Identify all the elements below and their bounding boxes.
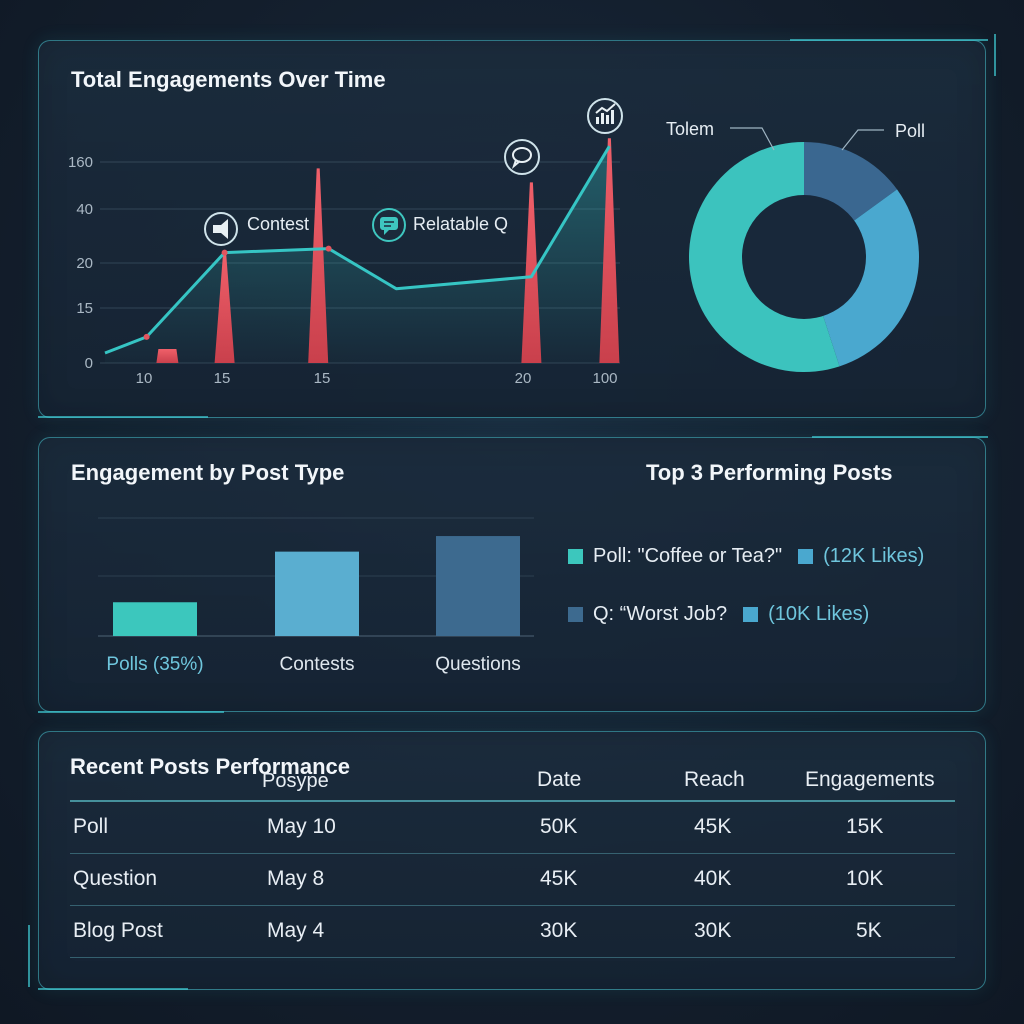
table-cell: 5K xyxy=(856,919,882,942)
relatable-annotation: Relatable Q xyxy=(372,208,508,242)
top-post-label: Poll: "Coffee or Tea?" xyxy=(593,545,783,567)
top-post-likes: (12K Likes) xyxy=(823,545,925,567)
engagement-spike xyxy=(599,138,620,363)
top-post-item-2: Q: “Worst Job? (10K Likes) xyxy=(568,603,869,626)
recent-posts-panel xyxy=(38,731,986,990)
engagements-title: Total Engagements Over Time xyxy=(71,67,386,92)
table-cell: 10K xyxy=(846,867,884,890)
engagement-spike xyxy=(214,252,235,363)
bar-category-label: Questions xyxy=(435,654,521,675)
growth-annotation xyxy=(587,98,623,134)
line-point xyxy=(325,245,332,252)
bar xyxy=(275,551,359,636)
tolem-leader-line xyxy=(730,127,775,151)
bar-category-label: Polls (35%) xyxy=(106,654,203,675)
growth-chart-icon xyxy=(587,98,623,134)
legend-swatch-blue xyxy=(743,607,759,622)
recent-posts-title: Recent Posts Performance xyxy=(70,754,350,779)
legend-swatch-teal xyxy=(568,549,583,564)
table-row-divider xyxy=(70,905,955,906)
donut-label-tolem: Tolem xyxy=(666,119,714,139)
x-tick-label: 20 xyxy=(515,370,532,387)
panel-edge-highlight xyxy=(994,34,996,76)
table-cell: May 8 xyxy=(267,867,325,890)
panel-edge-highlight xyxy=(28,925,30,987)
panel-edge-highlight xyxy=(38,988,188,990)
bar-category-label: Contests xyxy=(280,654,355,675)
poll-leader-line xyxy=(841,129,884,151)
speech-annotation xyxy=(504,139,540,175)
donut-chart: Tolem Poll xyxy=(666,119,925,373)
table-header-divider xyxy=(70,800,955,802)
x-tick-label: 100 xyxy=(592,370,617,387)
line-point xyxy=(143,333,150,340)
contest-annotation: Contest xyxy=(204,212,309,246)
table-row-divider xyxy=(70,853,955,854)
table-cell: Blog Post xyxy=(73,919,163,942)
table-cell: 30K xyxy=(540,919,578,942)
line-chart: 0 15 20 40 160 10 15 15 20 100 Contest Relatable… xyxy=(68,98,623,387)
bar xyxy=(113,602,197,636)
line-area-fill xyxy=(105,146,610,363)
table-header-posttype: Posype xyxy=(262,770,329,792)
x-tick-label: 10 xyxy=(136,370,153,387)
table-cell: Poll xyxy=(73,815,109,838)
legend-swatch-blue xyxy=(798,549,814,564)
table-header-date: Date xyxy=(537,768,582,791)
engagement-spike xyxy=(521,182,542,363)
y-tick-label: 40 xyxy=(76,201,93,218)
bar xyxy=(436,536,520,636)
table-cell: May 10 xyxy=(267,815,336,838)
line-point xyxy=(221,249,228,256)
y-tick-label: 160 xyxy=(68,154,93,171)
panel-edge-highlight xyxy=(812,436,988,438)
panel-edge-highlight xyxy=(38,416,208,418)
x-tick-label: 15 xyxy=(214,370,231,387)
engagement-spike xyxy=(308,168,329,363)
table-header-engagements: Engagements xyxy=(805,768,935,791)
donut-hole xyxy=(742,195,866,319)
top-post-label: Q: “Worst Job? xyxy=(593,603,728,625)
table-row-divider xyxy=(70,957,955,958)
x-tick-label: 15 xyxy=(314,370,331,387)
relatable-label: Relatable Q xyxy=(413,214,508,234)
top-post-item-1: Poll: "Coffee or Tea?" (12K Likes) xyxy=(568,545,924,568)
y-tick-label: 15 xyxy=(76,300,93,317)
post-type-title: Engagement by Post Type xyxy=(71,460,345,485)
table-cell: May 4 xyxy=(267,919,325,942)
panel-edge-highlight xyxy=(38,711,224,713)
table-cell: Question xyxy=(73,867,158,890)
legend-swatch-navy xyxy=(568,607,583,622)
table-header-reach: Reach xyxy=(684,768,745,791)
contest-label: Contest xyxy=(247,214,309,234)
bar-chart: Polls (35%) Contests Questions xyxy=(98,517,534,675)
y-tick-label: 0 xyxy=(85,355,93,372)
table-cell: 45K xyxy=(694,815,732,838)
y-tick-label: 20 xyxy=(76,255,93,272)
table-cell: 50K xyxy=(540,815,578,838)
top-posts-title: Top 3 Performing Posts xyxy=(646,460,893,485)
table-cell: 45K xyxy=(540,867,578,890)
table-cell: 40K xyxy=(694,867,732,890)
engagement-spike xyxy=(156,348,179,363)
top-post-likes: (10K Likes) xyxy=(768,603,870,625)
donut-label-poll: Poll xyxy=(895,121,925,141)
speech-bubble-icon xyxy=(504,139,540,175)
table-cell: 30K xyxy=(694,919,732,942)
table-cell: 15K xyxy=(846,815,884,838)
panel-edge-highlight xyxy=(790,39,988,41)
